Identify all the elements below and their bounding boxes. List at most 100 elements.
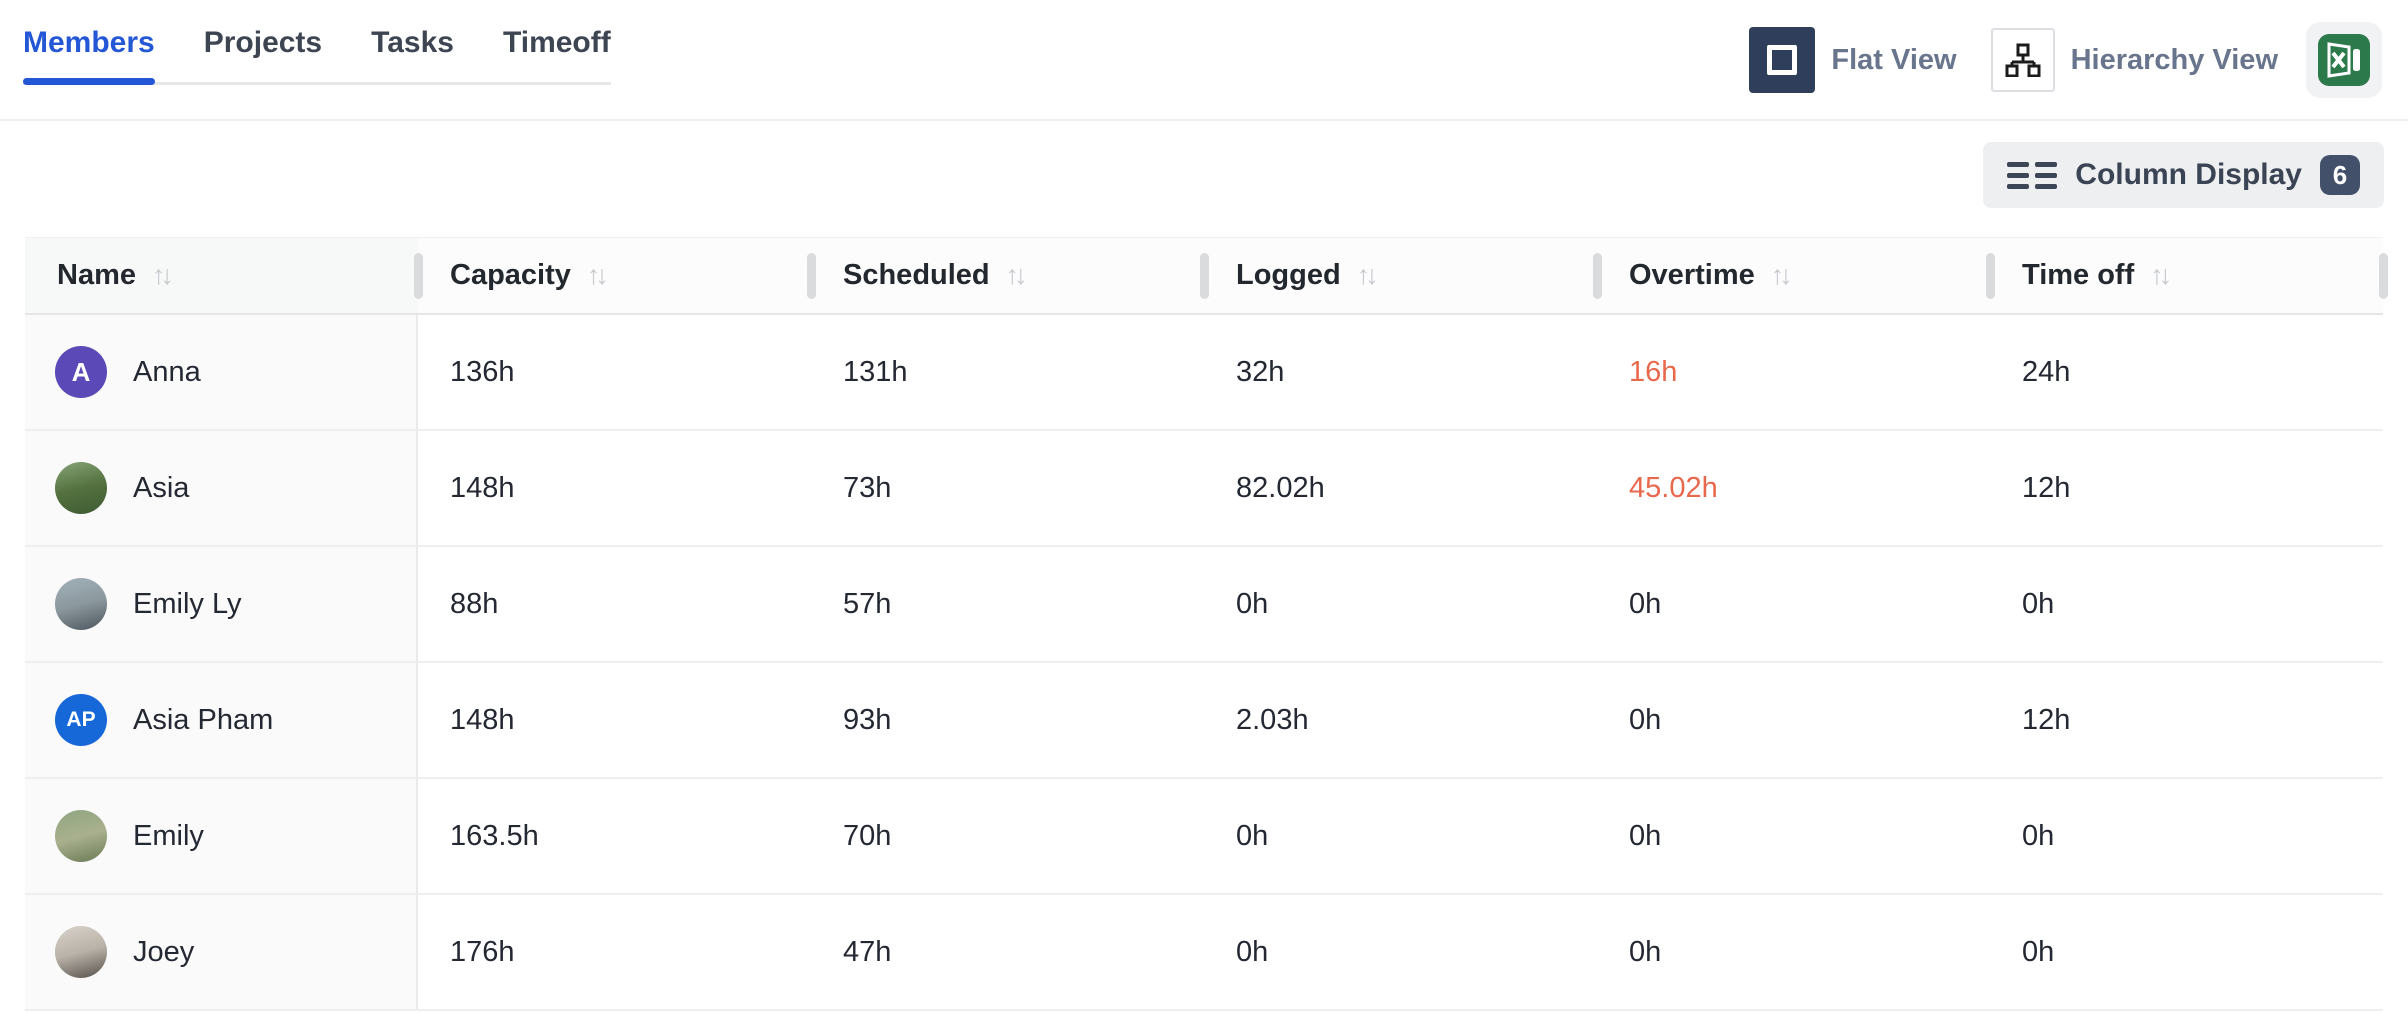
member-name: Joey [133,935,195,968]
column-header-name[interactable]: Name ↑↓ [25,238,423,313]
column-resize-handle[interactable] [2379,252,2388,299]
logged-cell: 32h [1236,355,1285,388]
scheduled-cell: 47h [843,935,892,968]
export-excel-button[interactable] [2306,22,2382,98]
column-header-time-off[interactable]: Time off ↑↓ [1990,238,2388,313]
hierarchy-view-button[interactable] [1990,28,2055,92]
avatar [55,926,107,978]
capacity-cell: 88h [450,587,499,620]
logged-cell: 0h [1236,935,1269,968]
capacity-cell: 148h [450,471,515,504]
member-name-cell: Emily [25,779,418,893]
logged-cell: 0h [1236,819,1269,852]
avatar: A [55,346,107,398]
logged-cell: 2.03h [1236,703,1309,736]
column-header-logged[interactable]: Logged ↑↓ [1204,238,1602,313]
scheduled-cell: 57h [843,587,892,620]
timeoff-cell: 12h [2022,703,2071,736]
hierarchy-icon [2005,43,2041,77]
table-body: A Anna 136h 131h 32h 16h 24h Asia 148h 73h 82.02h 4… [25,315,2383,1011]
excel-icon [2318,34,2370,86]
column-resize-handle[interactable] [1200,252,1209,299]
logged-cell: 82.02h [1236,471,1325,504]
member-name: Asia Pham [133,703,274,736]
table-row[interactable]: Joey 176h 47h 0h 0h 0h [25,895,2383,1011]
column-resize-handle[interactable] [1593,252,1602,299]
column-header-capacity[interactable]: Capacity ↑↓ [418,238,816,313]
overtime-cell: 16h [1629,355,1678,388]
member-name-cell: A Anna [25,315,418,429]
member-name-cell: Emily Ly [25,547,418,661]
member-name-cell: Joey [25,895,418,1009]
member-name: Asia [133,471,190,504]
capacity-cell: 176h [450,935,515,968]
column-display-button[interactable]: Column Display 6 [1983,142,2384,208]
column-header-label: Capacity [450,259,571,291]
column-header-overtime[interactable]: Overtime ↑↓ [1597,238,1995,313]
tab-tasks[interactable]: Tasks [371,26,454,59]
avatar [55,462,107,514]
overtime-cell: 45.02h [1629,471,1718,504]
overtime-cell: 0h [1629,587,1662,620]
tab-members[interactable]: Members [23,12,155,85]
tab-timeoff[interactable]: Timeoff [502,26,611,59]
overtime-cell: 0h [1629,935,1662,968]
hierarchy-view-label[interactable]: Hierarchy View [2070,43,2278,76]
table-row[interactable]: Asia 148h 73h 82.02h 45.02h 12h [25,431,2383,547]
members-table: Name ↑↓ Capacity ↑↓ Scheduled ↑↓ Logged ↑↓ Overt… [25,237,2388,1011]
sort-icon[interactable]: ↑↓ [1356,260,1379,290]
tab-projects[interactable]: Projects [203,26,323,59]
column-header-label: Time off [2022,259,2135,291]
member-name: Anna [133,355,201,388]
member-name: Emily Ly [133,587,242,620]
timeoff-cell: 0h [2022,935,2055,968]
column-resize-handle[interactable] [1986,252,1995,299]
column-header-label: Scheduled [843,259,990,291]
overtime-cell: 0h [1629,703,1662,736]
scheduled-cell: 131h [843,355,908,388]
table-row[interactable]: Emily Ly 88h 57h 0h 0h 0h [25,547,2383,663]
column-header-label: Overtime [1629,259,1755,291]
overtime-cell: 0h [1629,819,1662,852]
scheduled-cell: 73h [843,471,892,504]
table-row[interactable]: Emily 163.5h 70h 0h 0h 0h [25,779,2383,895]
column-count-badge: 6 [2320,155,2360,195]
logged-cell: 0h [1236,587,1269,620]
view-controls: Flat View Hierarchy View [1749,20,2382,100]
column-display-label: Column Display [2075,158,2302,191]
capacity-cell: 136h [450,355,515,388]
column-header-scheduled[interactable]: Scheduled ↑↓ [811,238,1209,313]
timeoff-cell: 0h [2022,819,2055,852]
column-resize-handle[interactable] [807,252,816,299]
tab-bar: Members Projects Tasks Timeoff [23,12,611,85]
scheduled-cell: 70h [843,819,892,852]
member-name-cell: Asia [25,431,418,545]
capacity-cell: 163.5h [450,819,539,852]
sort-icon[interactable]: ↑↓ [1005,260,1028,290]
timeoff-cell: 12h [2022,471,2071,504]
timeoff-cell: 24h [2022,355,2071,388]
capacity-cell: 148h [450,703,515,736]
flat-view-button[interactable] [1749,27,1816,93]
scheduled-cell: 93h [843,703,892,736]
avatar [55,810,107,862]
timeoff-cell: 0h [2022,587,2055,620]
table-row[interactable]: A Anna 136h 131h 32h 16h 24h [25,315,2383,431]
sort-icon[interactable]: ↑↓ [152,260,174,290]
avatar: AP [55,694,107,746]
sort-icon[interactable]: ↑↓ [586,260,609,290]
member-name-cell: AP Asia Pham [25,663,418,777]
table-row[interactable]: AP Asia Pham 148h 93h 2.03h 0h 12h [25,663,2383,779]
column-header-label: Logged [1236,259,1341,291]
table-header-row: Name ↑↓ Capacity ↑↓ Scheduled ↑↓ Logged ↑↓ Overt… [25,237,2388,315]
member-name: Emily [133,819,204,852]
flat-view-label[interactable]: Flat View [1831,43,1957,76]
flat-view-icon [1767,45,1798,75]
avatar [55,578,107,630]
column-header-label: Name [57,259,136,291]
top-bar: Members Projects Tasks Timeoff Flat View… [0,0,2408,121]
sort-icon[interactable]: ↑↓ [1770,260,1793,290]
columns-icon [2007,161,2058,189]
sort-icon[interactable]: ↑↓ [2150,260,2172,290]
column-resize-handle[interactable] [414,252,423,299]
